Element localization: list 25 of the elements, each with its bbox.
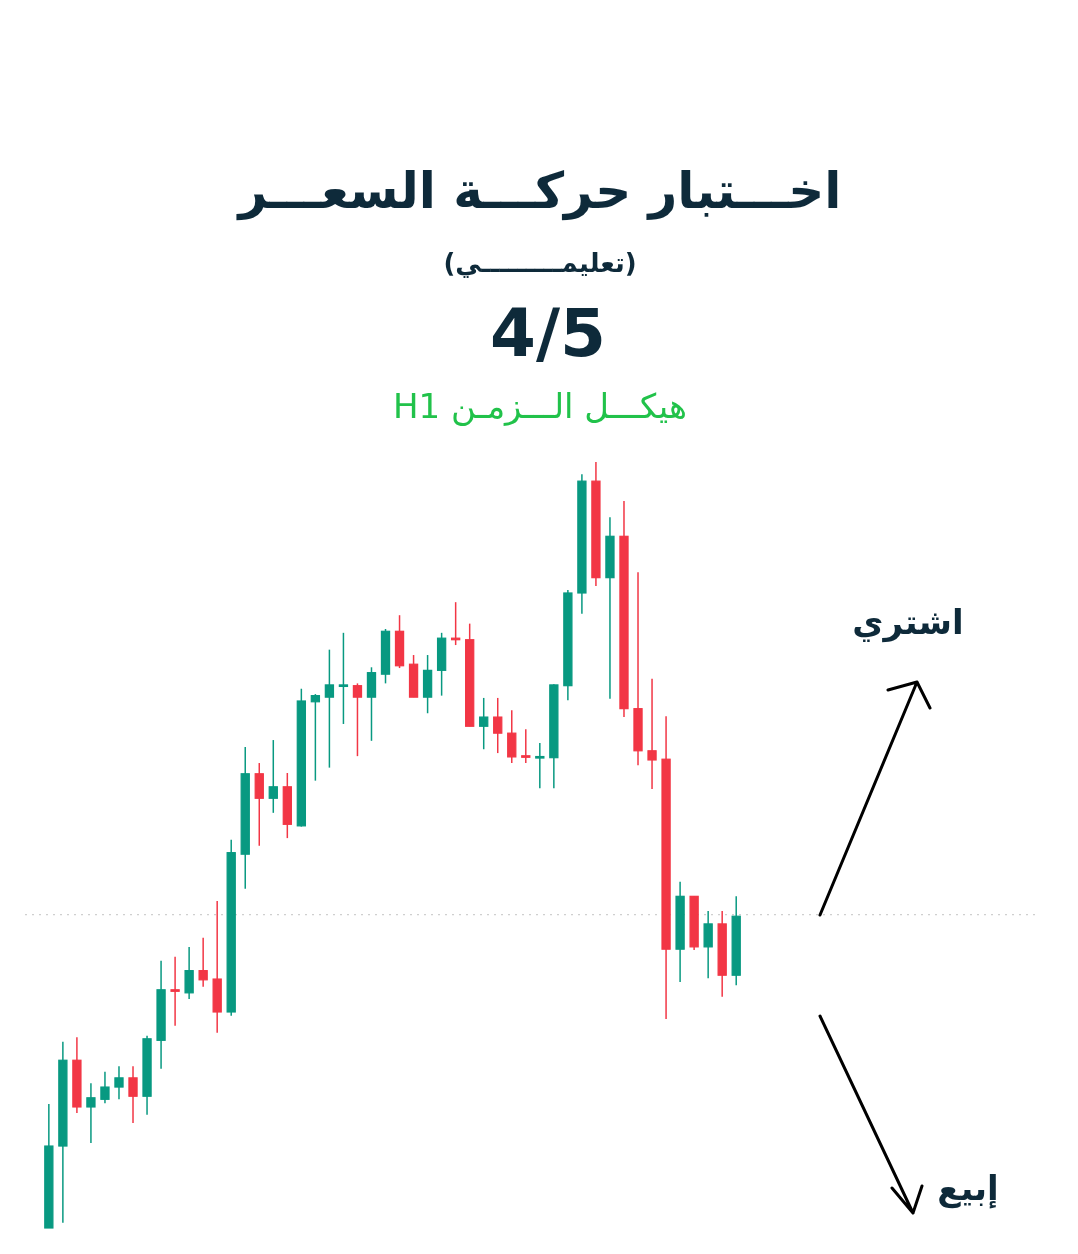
candlestick xyxy=(479,697,489,750)
candlestick xyxy=(100,1070,110,1104)
candlestick xyxy=(338,632,349,725)
candlestick xyxy=(114,1065,124,1101)
text: اشتري xyxy=(852,601,964,643)
candlestick xyxy=(268,739,278,814)
chart-subtitle: (تعليمـــــــــي) xyxy=(443,247,637,278)
candlestick xyxy=(507,709,517,764)
candlestick xyxy=(647,678,657,790)
candlestick xyxy=(703,910,713,980)
chart-title: اخـــتبار حركـــة السعـــر xyxy=(235,161,842,221)
candlestick xyxy=(198,936,208,988)
text: 4/5 xyxy=(490,295,606,373)
candlestick xyxy=(170,956,180,1027)
text: هيكـــل الـــزمـن H1 xyxy=(393,385,687,427)
candlestick xyxy=(493,697,503,754)
candlestick xyxy=(184,946,194,1000)
candlestick xyxy=(310,693,321,782)
candlestick xyxy=(352,682,363,757)
text: إبيع xyxy=(937,1167,999,1209)
candlestick xyxy=(521,728,531,764)
candlestick xyxy=(86,1082,96,1144)
candlestick xyxy=(324,648,335,769)
candlestick xyxy=(128,1065,138,1124)
candlestick xyxy=(535,742,545,790)
